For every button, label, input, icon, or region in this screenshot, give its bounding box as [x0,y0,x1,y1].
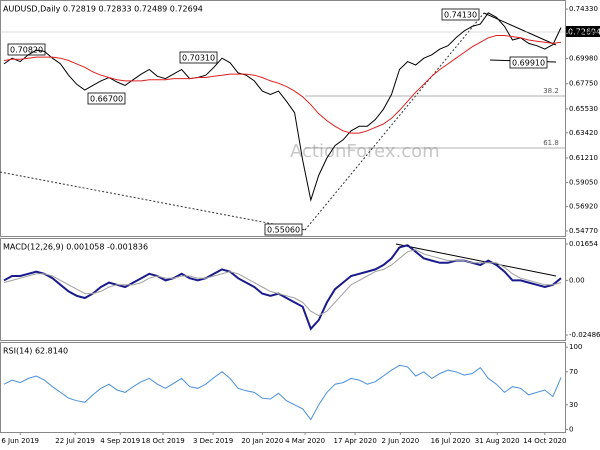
x-tick-label: 17 Apr 2020 [333,437,376,445]
y-tick-label: -0.02486 [569,331,600,339]
trend-line [0,171,306,231]
current-price-box [566,26,600,37]
price-label-box [7,43,46,56]
price-label: 0.74130 [444,11,477,20]
macd-panel [0,238,566,341]
x-tick-label: 18 Oct 2019 [141,437,184,445]
price-panel [0,0,566,237]
y-tick-label: 100 [569,343,582,351]
x-tick-label: 20 Jan 2020 [241,437,283,445]
y-tick-label: 0 [569,426,573,434]
y-tick-label: 0.67750 [569,80,598,88]
y-tick-label: 0.59050 [569,178,598,186]
series-line [3,12,562,202]
price-label: 0.70820 [10,46,43,55]
y-tick-label: 0.00 [569,276,585,284]
y-tick-label: 0.63420 [569,129,598,137]
x-tick-label: 22 Jul 2019 [55,437,95,445]
y-tick-label: 0.69980 [569,54,598,62]
price-label-box [264,223,303,236]
watermark: ActionForex.com [290,141,440,162]
x-tick-label: 4 Mar 2020 [285,437,325,445]
y-tick-label: 0.01654 [569,240,598,248]
price-label-box [441,8,480,21]
price-label-box [179,51,218,64]
x-tick-label: 6 Jun 2019 [1,437,39,445]
trend-line [483,12,557,46]
series-line [3,364,562,421]
trend-line [395,243,557,277]
panel-title: AUDUSD,Daily 0.72819 0.72833 0.72489 0.7… [3,5,203,14]
x-tick-label: 2 Jun 2020 [382,437,420,445]
x-tick-label: 16 Jul 2020 [431,437,471,445]
x-tick-label: 31 Aug 2020 [475,437,520,445]
price-label-box [509,56,548,69]
y-tick-label: 0.74330 [569,5,598,13]
x-tick-label: 14 Oct 2020 [523,437,566,445]
price-label: 0.70310 [182,54,215,63]
price-label: 0.55060 [267,226,300,235]
y-tick-label: 0.72190 [569,29,598,37]
series-line [3,35,562,134]
fib-label: 61.8 [543,139,559,147]
x-tick-label: 4 Sep 2019 [100,437,140,445]
price-label: 0.69910 [512,59,545,68]
fib-label: 38.2 [543,87,559,95]
panel-title: MACD(12,26,9) 0.001058 -0.001836 [3,243,148,252]
price-label: 0.66700 [90,95,123,104]
series-line [3,249,562,317]
rsi-panel [0,342,566,433]
y-tick-label: 0.54770 [569,227,598,235]
y-tick-label: 30 [569,401,578,409]
x-tick-label: 3 Dec 2019 [193,437,233,445]
current-price: 0.72694 [568,28,600,37]
y-tick-label: 0.61210 [569,154,598,162]
series-line [3,244,562,331]
y-tick-label: 0.65530 [569,105,598,113]
trend-line [304,12,485,231]
price-label-box [87,92,126,105]
panel-title: RSI(14) 62.8140 [3,347,68,356]
y-tick-label: 0.56920 [569,203,598,211]
y-tick-label: 70 [569,368,578,376]
